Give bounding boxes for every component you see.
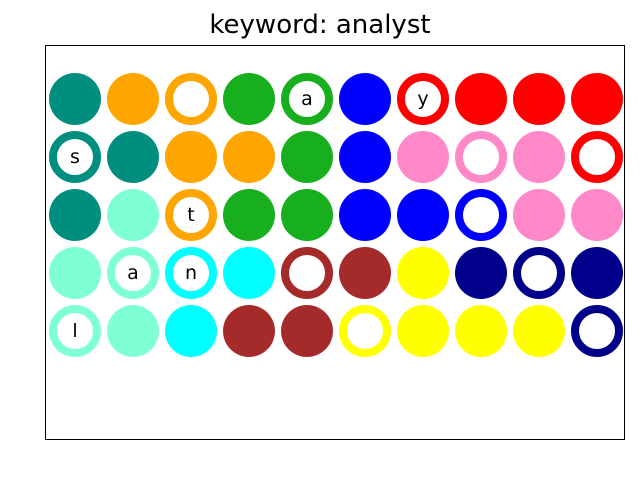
- ring-tile[interactable]: a: [281, 73, 333, 125]
- color-tile[interactable]: [107, 131, 159, 183]
- ring-tile[interactable]: s: [49, 131, 101, 183]
- ring-tile[interactable]: a: [107, 247, 159, 299]
- color-tile[interactable]: [223, 247, 275, 299]
- ring-tile[interactable]: [513, 247, 565, 299]
- color-tile[interactable]: [49, 73, 101, 125]
- color-tile[interactable]: [513, 189, 565, 241]
- color-tile[interactable]: [339, 247, 391, 299]
- ring-tile[interactable]: [339, 305, 391, 357]
- ring-tile[interactable]: l: [49, 305, 101, 357]
- game-board: a y s t a n l: [45, 45, 625, 440]
- color-tile[interactable]: [571, 247, 623, 299]
- color-tile[interactable]: [513, 305, 565, 357]
- tile-letter: a: [127, 261, 139, 284]
- color-tile[interactable]: [107, 189, 159, 241]
- tile-letter: a: [301, 87, 313, 110]
- color-tile[interactable]: [223, 189, 275, 241]
- ring-tile[interactable]: n: [165, 247, 217, 299]
- color-tile[interactable]: [339, 189, 391, 241]
- color-tile[interactable]: [281, 305, 333, 357]
- color-tile[interactable]: [223, 305, 275, 357]
- ring-tile[interactable]: [165, 73, 217, 125]
- color-tile[interactable]: [397, 189, 449, 241]
- color-tile[interactable]: [339, 73, 391, 125]
- color-tile[interactable]: [397, 305, 449, 357]
- color-tile[interactable]: [107, 73, 159, 125]
- ring-tile[interactable]: [455, 131, 507, 183]
- color-tile[interactable]: [571, 189, 623, 241]
- color-tile[interactable]: [223, 73, 275, 125]
- ring-tile[interactable]: t: [165, 189, 217, 241]
- color-tile[interactable]: [397, 131, 449, 183]
- tile-letter: n: [184, 261, 198, 284]
- color-tile[interactable]: [281, 189, 333, 241]
- color-tile[interactable]: [455, 305, 507, 357]
- color-tile[interactable]: [49, 247, 101, 299]
- ring-tile[interactable]: [571, 131, 623, 183]
- color-tile[interactable]: [49, 189, 101, 241]
- ring-tile[interactable]: [455, 189, 507, 241]
- color-tile[interactable]: [339, 131, 391, 183]
- ring-tile[interactable]: y: [397, 73, 449, 125]
- color-tile[interactable]: [397, 247, 449, 299]
- color-tile[interactable]: [455, 73, 507, 125]
- ring-tile[interactable]: [281, 247, 333, 299]
- ring-tile[interactable]: [571, 305, 623, 357]
- color-tile[interactable]: [165, 131, 217, 183]
- tile-letter: l: [72, 319, 78, 342]
- color-tile[interactable]: [281, 131, 333, 183]
- tile-letter: t: [187, 203, 195, 226]
- color-tile[interactable]: [107, 305, 159, 357]
- color-tile[interactable]: [455, 247, 507, 299]
- tile-letter: s: [70, 145, 80, 168]
- color-tile[interactable]: [513, 131, 565, 183]
- color-tile[interactable]: [513, 73, 565, 125]
- color-tile[interactable]: [165, 305, 217, 357]
- puzzle-title: keyword: analyst: [209, 10, 431, 40]
- color-tile[interactable]: [223, 131, 275, 183]
- color-tile[interactable]: [571, 73, 623, 125]
- tile-letter: y: [417, 87, 429, 110]
